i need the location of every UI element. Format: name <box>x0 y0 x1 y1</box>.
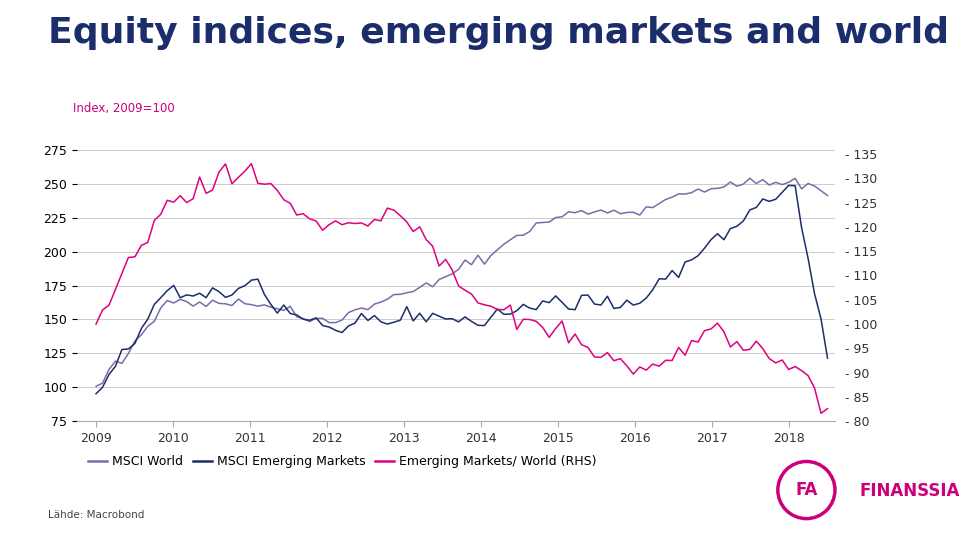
Text: FINANSSIALA: FINANSSIALA <box>859 482 960 501</box>
Text: Index, 2009=100: Index, 2009=100 <box>73 102 175 115</box>
Text: Equity indices, emerging markets and world: Equity indices, emerging markets and wor… <box>48 16 949 50</box>
Text: FA: FA <box>795 481 818 499</box>
Text: Lähde: Macrobond: Lähde: Macrobond <box>48 510 144 521</box>
Legend: MSCI World, MSCI Emerging Markets, Emerging Markets/ World (RHS): MSCI World, MSCI Emerging Markets, Emerg… <box>84 450 601 473</box>
